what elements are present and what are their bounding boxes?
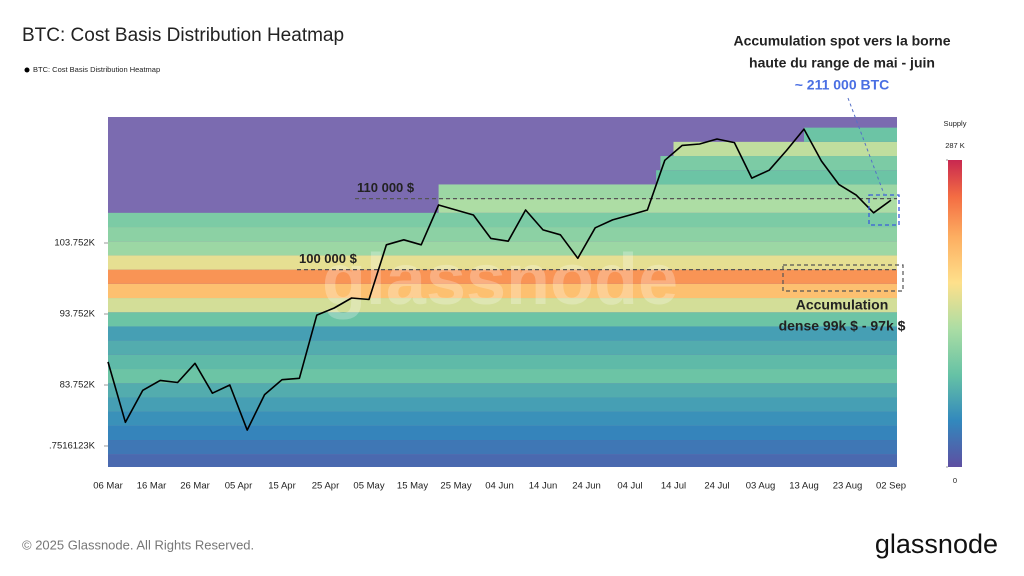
heatmap-cell xyxy=(108,312,897,327)
heatmap-cell xyxy=(108,283,897,299)
x-tick-label: 06 Mar xyxy=(93,481,123,492)
level-label: 110 000 $ xyxy=(357,180,415,195)
overlay: 103.752K 93.752K 83.752K .7516123K 06 Mar 16 … xyxy=(49,33,967,492)
chart-title: BTC: Cost Basis Distribution Heatmap xyxy=(22,25,344,46)
dense-note: dense 99k $ - 97k $ xyxy=(779,318,906,334)
spot-amount: ~ 211 000 BTC xyxy=(795,77,890,93)
heatmap-cell xyxy=(108,298,897,313)
x-tick-label: 04 Jun xyxy=(485,481,514,492)
heatmap-cell xyxy=(108,454,897,467)
x-tick-label: 15 Apr xyxy=(268,481,295,492)
heatmap-cell xyxy=(108,383,897,398)
y-tick-label: 83.752K xyxy=(60,380,96,391)
brand-logo: glassnode xyxy=(875,529,998,559)
x-tick-label: 24 Jun xyxy=(572,481,601,492)
heatmap-cell xyxy=(108,425,897,441)
x-tick-label: 14 Jul xyxy=(661,481,686,492)
spot-note: haute du range de mai - juin xyxy=(749,55,935,71)
x-tick-label: 13 Aug xyxy=(789,481,819,492)
x-tick-label: 26 Mar xyxy=(180,481,210,492)
x-tick-label: 02 Sep xyxy=(876,481,906,492)
spot-note: Accumulation spot vers la borne xyxy=(733,33,950,49)
x-tick-label: 03 Aug xyxy=(746,481,776,492)
heatmap-cell xyxy=(438,184,897,199)
heatmap-cell xyxy=(438,198,897,213)
heatmap-cell xyxy=(108,397,897,412)
price-line xyxy=(107,128,892,431)
dense-box xyxy=(782,264,904,292)
copyright: © 2025 Glassnode. All Rights Reserved. xyxy=(22,537,254,552)
y-tick-label: 103.752K xyxy=(54,238,95,249)
heatmap-cell xyxy=(108,255,897,270)
heatmap-cell xyxy=(656,170,897,185)
x-tick-label: 15 May xyxy=(397,481,428,492)
plot-area: glassnode xyxy=(108,117,897,467)
x-tick-label: 23 Aug xyxy=(833,481,863,492)
heatmap-cell xyxy=(673,141,897,157)
y-tick-label: 93.752K xyxy=(60,309,96,320)
x-tick-label: 25 Apr xyxy=(312,481,339,492)
legend-marker xyxy=(24,67,30,73)
x-tick-label: 16 Mar xyxy=(137,481,167,492)
x-tick-label: 24 Jul xyxy=(704,481,729,492)
heatmap-cell xyxy=(108,440,897,455)
heatmap-cell xyxy=(108,369,897,384)
x-tick-label: 05 May xyxy=(353,481,384,492)
legend-label: BTC: Cost Basis Distribution Heatmap xyxy=(33,65,160,74)
spot-pointer xyxy=(847,97,885,195)
x-tick-label: 05 Apr xyxy=(225,481,252,492)
colorbar-title: Supply xyxy=(944,119,967,128)
heatmap-cell xyxy=(108,241,897,256)
watermark: glassnode xyxy=(322,240,678,320)
level-label: 100 000 $ xyxy=(299,251,358,266)
heatmap-cell xyxy=(108,326,897,341)
x-tick-label: 14 Jun xyxy=(529,481,558,492)
heatmap-cell xyxy=(660,156,897,171)
x-tick-label: 04 Jul xyxy=(617,481,642,492)
x-tick-label: 25 May xyxy=(440,481,471,492)
dense-note: Accumulation xyxy=(796,297,889,313)
heatmap-cell xyxy=(108,340,897,355)
heatmap-cell xyxy=(108,269,897,284)
spot-box xyxy=(868,194,900,226)
heatmap-cell xyxy=(108,212,897,228)
heatmap-cell xyxy=(108,411,897,426)
y-tick-label: .7516123K xyxy=(49,440,96,451)
heatmap-cell xyxy=(804,127,897,142)
colorbar xyxy=(948,160,962,467)
colorbar-tick-label: 287 K xyxy=(945,141,965,150)
heatmap-cell xyxy=(108,354,897,370)
colorbar-tick-label: 0 xyxy=(953,476,957,485)
heatmap-cell xyxy=(108,227,897,242)
